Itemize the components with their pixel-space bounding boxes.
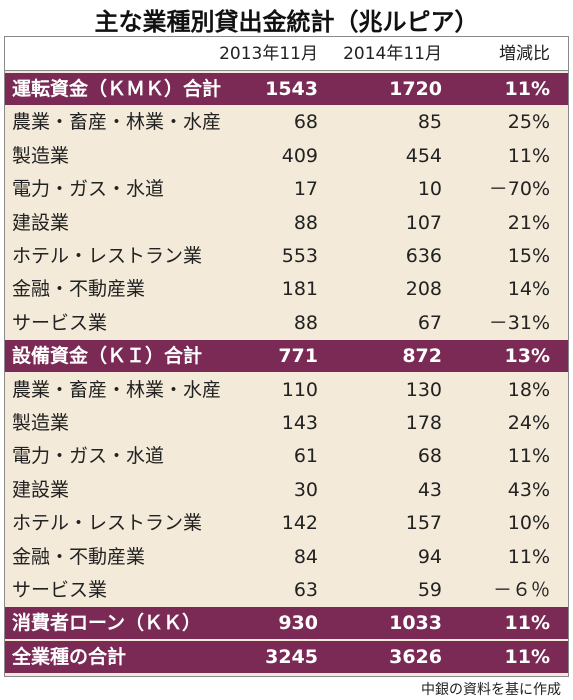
value-2013: 84: [293, 545, 318, 568]
row-label: 製造業: [12, 412, 70, 434]
value-2014: 10: [417, 178, 442, 201]
row-label: 電力・ガス・水道: [12, 445, 165, 468]
row-label: 金融・不動産業: [12, 278, 146, 301]
loan-statistics-table: 2013年11月 2014年11月 増減比 運転資金（ＫＭＫ）合計 1543 172…: [4, 36, 569, 677]
value-2013: 771: [278, 345, 318, 368]
value-2013: 3245: [265, 645, 318, 668]
table-row: ホテル・レストラン業 142 157 10%: [5, 507, 568, 540]
table-row: 製造業 409 454 11%: [5, 139, 568, 172]
table-row: サービス業 88 67 －31%: [5, 306, 568, 339]
change-ratio: 10%: [507, 512, 550, 535]
change-ratio: 14%: [507, 278, 550, 301]
header-2013: 2013年11月: [219, 44, 318, 64]
row-label: 建設業: [12, 211, 70, 234]
change-ratio: 11%: [507, 545, 550, 568]
value-2014: 67: [417, 311, 442, 334]
value-2014: 68: [417, 445, 442, 468]
value-2013: 88: [293, 211, 318, 234]
change-ratio: 24%: [507, 412, 550, 434]
value-2014: 85: [417, 111, 442, 134]
change-ratio: 21%: [507, 211, 550, 234]
value-2014: 94: [417, 545, 442, 568]
table-row: 金融・不動産業 181 208 14%: [5, 273, 568, 306]
row-label: 電力・ガス・水道: [12, 178, 165, 201]
table-row: 製造業 143 178 24%: [5, 407, 568, 439]
value-2013: 1543: [265, 78, 318, 100]
value-2013: 553: [281, 245, 318, 267]
value-2014: 157: [405, 512, 442, 535]
value-2013: 63: [293, 579, 318, 601]
value-2013: 930: [278, 612, 318, 635]
table-row: 農業・畜産・林業・水産 110 130 18%: [5, 373, 568, 406]
value-2013: 143: [281, 412, 318, 434]
subtotal-row: 消費者ローン（ＫＫ） 930 1033 11%: [5, 607, 568, 640]
value-2014: 872: [402, 345, 442, 368]
subtotal-row: 運転資金（ＫＭＫ）合計 1543 1720 11%: [5, 73, 568, 105]
change-ratio: 11%: [504, 612, 550, 635]
row-label: 製造業: [12, 144, 70, 167]
table-row: 金融・不動産業 84 94 11%: [5, 540, 568, 573]
value-2013: 17: [293, 178, 318, 201]
row-label: 金融・不動産業: [12, 545, 146, 568]
row-label: ホテル・レストラン業: [12, 512, 203, 535]
table-header: 2013年11月 2014年11月 増減比: [5, 37, 568, 71]
change-ratio: 25%: [507, 111, 550, 134]
row-label: サービス業: [12, 579, 108, 601]
change-ratio: 11%: [504, 645, 550, 668]
table-row: 電力・ガス・水道 17 10 －70%: [5, 173, 568, 206]
value-2013: 68: [293, 111, 318, 134]
change-ratio: －31%: [488, 311, 550, 334]
header-change-ratio: 増減比: [499, 44, 550, 64]
change-ratio: －70%: [488, 178, 550, 201]
row-label: サービス業: [12, 311, 108, 334]
change-ratio: 43%: [507, 478, 550, 501]
value-2014: 636: [405, 245, 442, 267]
change-ratio: 13%: [504, 345, 550, 368]
value-2013: 409: [281, 144, 318, 167]
value-2014: 130: [405, 378, 442, 401]
header-2014: 2014年11月: [343, 44, 442, 64]
table-row: 建設業 30 43 43%: [5, 473, 568, 506]
change-ratio: 15%: [507, 245, 550, 267]
change-ratio: 11%: [507, 445, 550, 468]
change-ratio: 18%: [507, 378, 550, 401]
row-label: 農業・畜産・林業・水産: [12, 111, 222, 134]
row-label: 全業種の合計: [12, 645, 127, 668]
table-row: ホテル・レストラン業 553 636 15%: [5, 240, 568, 272]
change-ratio: 11%: [504, 78, 550, 100]
table-row: サービス業 63 59 －６％: [5, 574, 568, 606]
row-label: 消費者ローン（ＫＫ）: [12, 612, 202, 635]
value-2014: 1720: [389, 78, 442, 100]
change-ratio: －６％: [492, 579, 550, 601]
row-label: ホテル・レストラン業: [12, 245, 203, 267]
value-2013: 30: [293, 478, 318, 501]
value-2013: 61: [293, 445, 318, 468]
value-2013: 181: [281, 278, 318, 301]
change-ratio: 11%: [507, 144, 550, 167]
value-2014: 178: [405, 412, 442, 434]
row-label: 農業・畜産・林業・水産: [12, 378, 222, 401]
value-2014: 43: [417, 478, 442, 501]
value-2013: 110: [281, 378, 318, 401]
row-label: 運転資金（ＫＭＫ）合計: [12, 78, 222, 100]
table-row: 電力・ガス・水道 61 68 11%: [5, 440, 568, 473]
value-2014: 59: [417, 579, 442, 601]
value-2014: 3626: [389, 645, 442, 668]
table-row: 農業・畜産・林業・水産 68 85 25%: [5, 106, 568, 139]
subtotal-row: 設備資金（ＫＩ）合計 771 872 13%: [5, 340, 568, 373]
value-2014: 1033: [389, 612, 442, 635]
value-2014: 454: [405, 144, 442, 167]
value-2014: 208: [405, 278, 442, 301]
value-2014: 107: [405, 211, 442, 234]
value-2013: 142: [281, 512, 318, 535]
subtotal-row: 全業種の合計 3245 3626 11%: [5, 640, 568, 673]
source-note: 中銀の資料を基に作成: [421, 682, 561, 698]
row-label: 設備資金（ＫＩ）合計: [12, 345, 203, 368]
table-title: 主な業種別貸出金統計（兆ルピア）: [94, 8, 479, 36]
row-label: 建設業: [12, 478, 70, 501]
table-row: 建設業 88 107 21%: [5, 206, 568, 239]
value-2013: 88: [293, 311, 318, 334]
